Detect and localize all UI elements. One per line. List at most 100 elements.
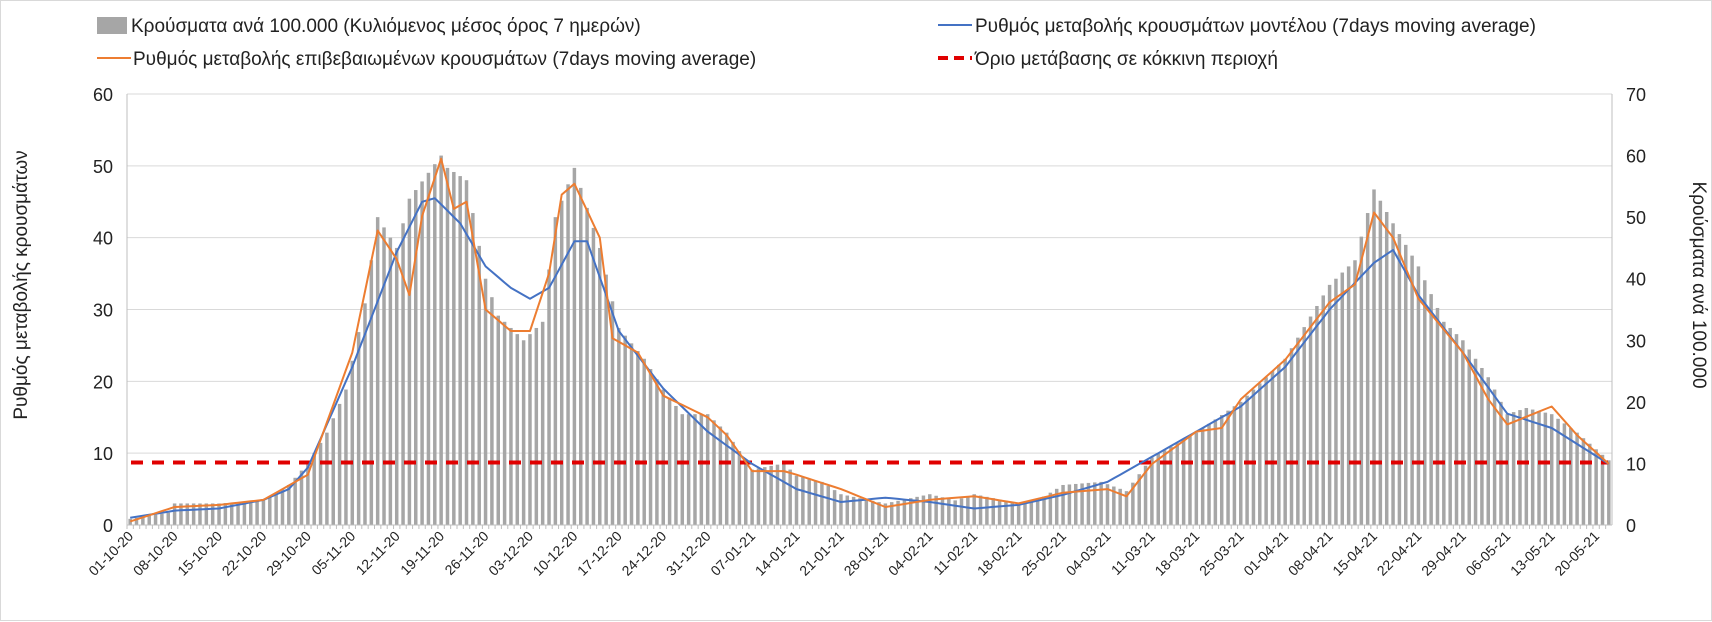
x-tick-label: 04-02-21 xyxy=(885,528,936,579)
x-tick-label: 22-10-20 xyxy=(219,528,270,579)
bar xyxy=(953,500,957,525)
bar xyxy=(458,176,462,525)
bar xyxy=(1429,294,1433,525)
bar xyxy=(401,223,405,526)
bar xyxy=(1537,411,1541,525)
bar xyxy=(1239,401,1243,525)
bar xyxy=(674,405,678,525)
bar xyxy=(604,274,608,525)
bar xyxy=(1156,453,1160,525)
bar xyxy=(737,451,742,525)
bar xyxy=(185,503,190,525)
bar xyxy=(1080,483,1084,525)
bar xyxy=(585,207,589,525)
bar xyxy=(407,198,412,525)
bar xyxy=(528,334,532,525)
y-left-tick-label: 10 xyxy=(93,444,113,464)
bar xyxy=(1054,488,1059,525)
bar xyxy=(579,187,583,525)
y-left-tick-label: 30 xyxy=(93,301,113,321)
bar xyxy=(851,496,856,525)
bar xyxy=(191,503,196,525)
bar xyxy=(1416,266,1421,525)
bar xyxy=(255,500,259,525)
y-left-ticks: 0 10 20 30 40 50 60 xyxy=(93,85,113,536)
bar xyxy=(1213,419,1218,525)
bar xyxy=(826,486,830,525)
bar xyxy=(141,516,145,525)
bar xyxy=(242,501,247,525)
bar-series xyxy=(128,155,1611,526)
bar xyxy=(179,503,183,525)
bar xyxy=(788,469,792,525)
bar xyxy=(642,358,646,525)
bar xyxy=(1226,410,1230,525)
bar xyxy=(337,403,342,525)
y-left-tick-label: 50 xyxy=(93,157,113,177)
x-tick-label: 15-10-20 xyxy=(174,528,225,579)
x-tick-label: 11-02-21 xyxy=(930,528,980,578)
bar xyxy=(839,494,843,525)
x-ticks: 01-10-2008-10-2015-10-2022-10-2029-10-20… xyxy=(85,528,1602,579)
bar xyxy=(617,327,621,525)
bar xyxy=(921,495,926,525)
bar xyxy=(363,303,367,525)
x-tick-label: 13-05-21 xyxy=(1507,528,1558,579)
bar xyxy=(166,512,170,525)
y-axis-left-title: Ρυθμός μεταβολής κρουσμάτων xyxy=(11,150,32,419)
bar xyxy=(940,497,945,525)
y-left-tick-label: 40 xyxy=(93,229,113,249)
bar xyxy=(623,335,627,525)
bar xyxy=(394,247,399,525)
bar xyxy=(636,351,640,525)
bar xyxy=(1518,410,1522,525)
bar xyxy=(1378,200,1383,525)
bar xyxy=(1200,428,1205,525)
bar xyxy=(1162,450,1167,525)
x-tick-label: 29-04-21 xyxy=(1418,528,1469,579)
bar xyxy=(1118,488,1122,525)
bar xyxy=(744,460,748,525)
bar xyxy=(1524,408,1529,525)
bar xyxy=(896,500,900,525)
bar xyxy=(1492,389,1497,525)
bar xyxy=(680,414,685,525)
bar xyxy=(959,498,964,525)
bar xyxy=(572,167,577,525)
bar xyxy=(1404,244,1408,525)
bar xyxy=(978,495,983,525)
bar xyxy=(388,237,393,525)
bar xyxy=(1010,502,1015,525)
x-tick-label: 05-11-20 xyxy=(308,528,358,578)
x-tick-label: 14-01-21 xyxy=(752,528,803,579)
bar xyxy=(1562,423,1567,525)
bar xyxy=(1143,465,1148,525)
bar xyxy=(1594,449,1598,525)
bar xyxy=(1581,438,1586,525)
bar xyxy=(1048,492,1053,525)
bar xyxy=(1308,316,1313,525)
bar xyxy=(1600,454,1605,525)
x-tick-label: 17-12-20 xyxy=(574,528,625,579)
bar xyxy=(1486,377,1490,525)
bar xyxy=(344,389,348,525)
bar xyxy=(261,500,266,525)
bar xyxy=(382,227,386,525)
bar xyxy=(1556,418,1560,525)
bar xyxy=(1112,486,1116,525)
x-tick-label: 25-02-21 xyxy=(1018,528,1069,579)
bar xyxy=(299,470,304,525)
bar xyxy=(1454,334,1459,525)
bar xyxy=(807,478,811,525)
bar xyxy=(928,494,932,525)
x-tick-label: 21-01-21 xyxy=(796,528,847,579)
bar xyxy=(306,463,310,525)
bar xyxy=(375,217,380,525)
y-right-tick-label: 20 xyxy=(1626,393,1646,413)
bar xyxy=(1302,327,1306,525)
bar xyxy=(249,501,253,525)
bar xyxy=(509,327,513,525)
bar xyxy=(1530,409,1535,525)
bar xyxy=(287,484,291,525)
